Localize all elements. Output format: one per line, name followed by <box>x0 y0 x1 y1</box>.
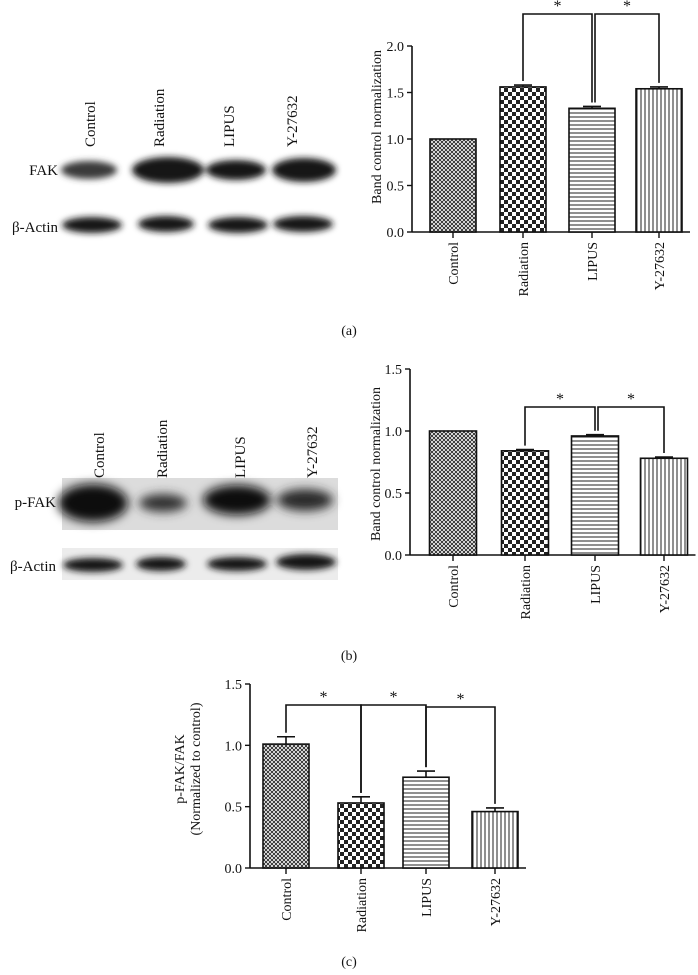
actin-band-a-lipus <box>208 217 268 233</box>
bar-chart-a: Band control normalization 0.0 0.5 1.0 1.5 2… <box>370 0 690 296</box>
row-label-beta-actin-b: β-Actin <box>10 559 56 575</box>
x-tick-label-c-y27632: Y-27632 <box>489 878 504 926</box>
actin-bands-a <box>62 216 333 233</box>
x-tick-label-c-control: Control <box>280 878 295 921</box>
row-label-fak: FAK <box>29 163 58 179</box>
actin-band-b-y27632 <box>276 554 336 570</box>
fak-band-radiation <box>132 157 204 183</box>
x-tick-label-a-lipus: LIPUS <box>586 242 601 281</box>
fak-band-lipus <box>206 160 266 180</box>
x-tick-label-b-control: Control <box>447 565 462 608</box>
bar-c-lipus <box>402 776 450 869</box>
y-axis-title-c-line1: p-FAK/FAK <box>173 734 188 804</box>
pfak-bands <box>58 484 333 522</box>
y-tick-label-a: 0.0 <box>387 226 405 241</box>
bar-a-radiation <box>499 86 547 233</box>
bar-c-y27632 <box>471 810 519 869</box>
significance-star-b: * <box>556 391 564 408</box>
y-tick-label-b: 0.0 <box>385 549 403 564</box>
y-tick-label-c: 0.0 <box>225 862 243 877</box>
significance-star-c: * <box>457 691 465 708</box>
actin-band-a-y27632 <box>273 216 333 232</box>
significance-bracket-b <box>524 406 596 446</box>
actin-bands-b <box>63 554 336 572</box>
y-tick-label-a: 2.0 <box>387 40 405 55</box>
pfak-band-control <box>58 484 128 522</box>
y-tick-label-c: 1.0 <box>225 739 243 754</box>
bar-b-radiation <box>500 450 550 556</box>
bar-c-control <box>262 743 310 869</box>
x-tick-label-b-radiation: Radiation <box>519 565 534 619</box>
lane-label-radiation-b: Radiation <box>155 419 171 478</box>
panel-label-a: (a) <box>341 324 357 339</box>
y-tick-label-a: 0.5 <box>387 180 405 195</box>
lane-label-radiation: Radiation <box>152 88 168 147</box>
lane-label-control: Control <box>83 101 99 147</box>
pfak-band-radiation <box>139 494 187 512</box>
bar-chart-b: Band control normalization 0.0 0.5 1.0 1.5 C… <box>369 363 696 619</box>
bar-b-lipus <box>570 435 620 556</box>
fak-bands <box>61 157 336 183</box>
significance-bracket-a <box>522 13 593 103</box>
y-tick-label-b: 0.5 <box>385 487 403 502</box>
x-tick-label-a-control: Control <box>447 242 462 285</box>
bar-c-radiation <box>337 802 385 869</box>
panel-label-b: (b) <box>341 649 358 664</box>
lane-label-lipus: LIPUS <box>222 105 238 147</box>
actin-band-b-control <box>63 558 123 572</box>
bar-b-y27632 <box>639 457 689 556</box>
bar-a-control <box>429 138 477 233</box>
y-axis-title-b: Band control normalization <box>369 387 384 541</box>
significance-bracket-c <box>425 706 496 804</box>
lane-label-lipus-b: LIPUS <box>233 436 249 478</box>
significance-bracket-a <box>594 13 660 103</box>
x-tick-label-a-y27632: Y-27632 <box>653 242 668 290</box>
blot-a: Control Radiation LIPUS Y-27632 FAK β-Ac… <box>12 88 336 236</box>
row-label-pfak: p-FAK <box>15 495 57 511</box>
y-tick-label-a: 1.0 <box>387 133 405 148</box>
lane-label-y27632-b: Y-27632 <box>305 426 321 478</box>
bar-a-y27632 <box>635 87 683 233</box>
x-tick-label-b-y27632: Y-27632 <box>658 565 673 613</box>
lane-label-control-b: Control <box>92 432 108 478</box>
pfak-band-lipus <box>203 485 271 515</box>
bar-a-lipus <box>568 107 616 233</box>
x-tick-label-c-lipus: LIPUS <box>420 878 435 917</box>
y-tick-label-a: 1.5 <box>387 87 405 102</box>
lane-label-y27632: Y-27632 <box>285 95 301 147</box>
pfak-band-y27632 <box>277 489 333 511</box>
blot-b: Control Radiation LIPUS Y-27632 p-FAK β-… <box>10 419 338 580</box>
significance-bracket-b <box>597 406 665 454</box>
y-axis-title-c-line2: (Normalized to control) <box>189 702 204 835</box>
significance-star-a: * <box>554 0 562 15</box>
x-tick-label-c-radiation: Radiation <box>355 878 370 932</box>
y-tick-label-c: 1.5 <box>225 678 243 693</box>
y-tick-label-b: 1.0 <box>385 425 403 440</box>
row-label-beta-actin: β-Actin <box>12 220 58 236</box>
significance-star-c: * <box>390 689 398 706</box>
x-tick-label-b-lipus: LIPUS <box>589 565 604 604</box>
y-tick-label-c: 0.5 <box>225 801 243 816</box>
y-axis-title-a: Band control normalization <box>370 50 385 204</box>
x-tick-label-a-radiation: Radiation <box>517 242 532 296</box>
fak-band-y27632 <box>272 158 336 182</box>
actin-band-a-control <box>62 217 122 233</box>
significance-star-a: * <box>623 0 631 15</box>
significance-star-c: * <box>320 689 328 706</box>
bar-b-control <box>428 430 478 556</box>
fak-band-control <box>61 161 117 179</box>
actin-band-b-lipus <box>207 557 267 571</box>
bar-chart-c: p-FAK/FAK (Normalized to control) 0.0 0.5… <box>173 678 526 932</box>
actin-band-a-radiation <box>138 216 194 232</box>
panel-label-c: (c) <box>341 955 357 970</box>
actin-band-b-radiation <box>136 557 186 571</box>
significance-star-b: * <box>627 391 635 408</box>
y-tick-label-b: 1.5 <box>385 363 403 378</box>
